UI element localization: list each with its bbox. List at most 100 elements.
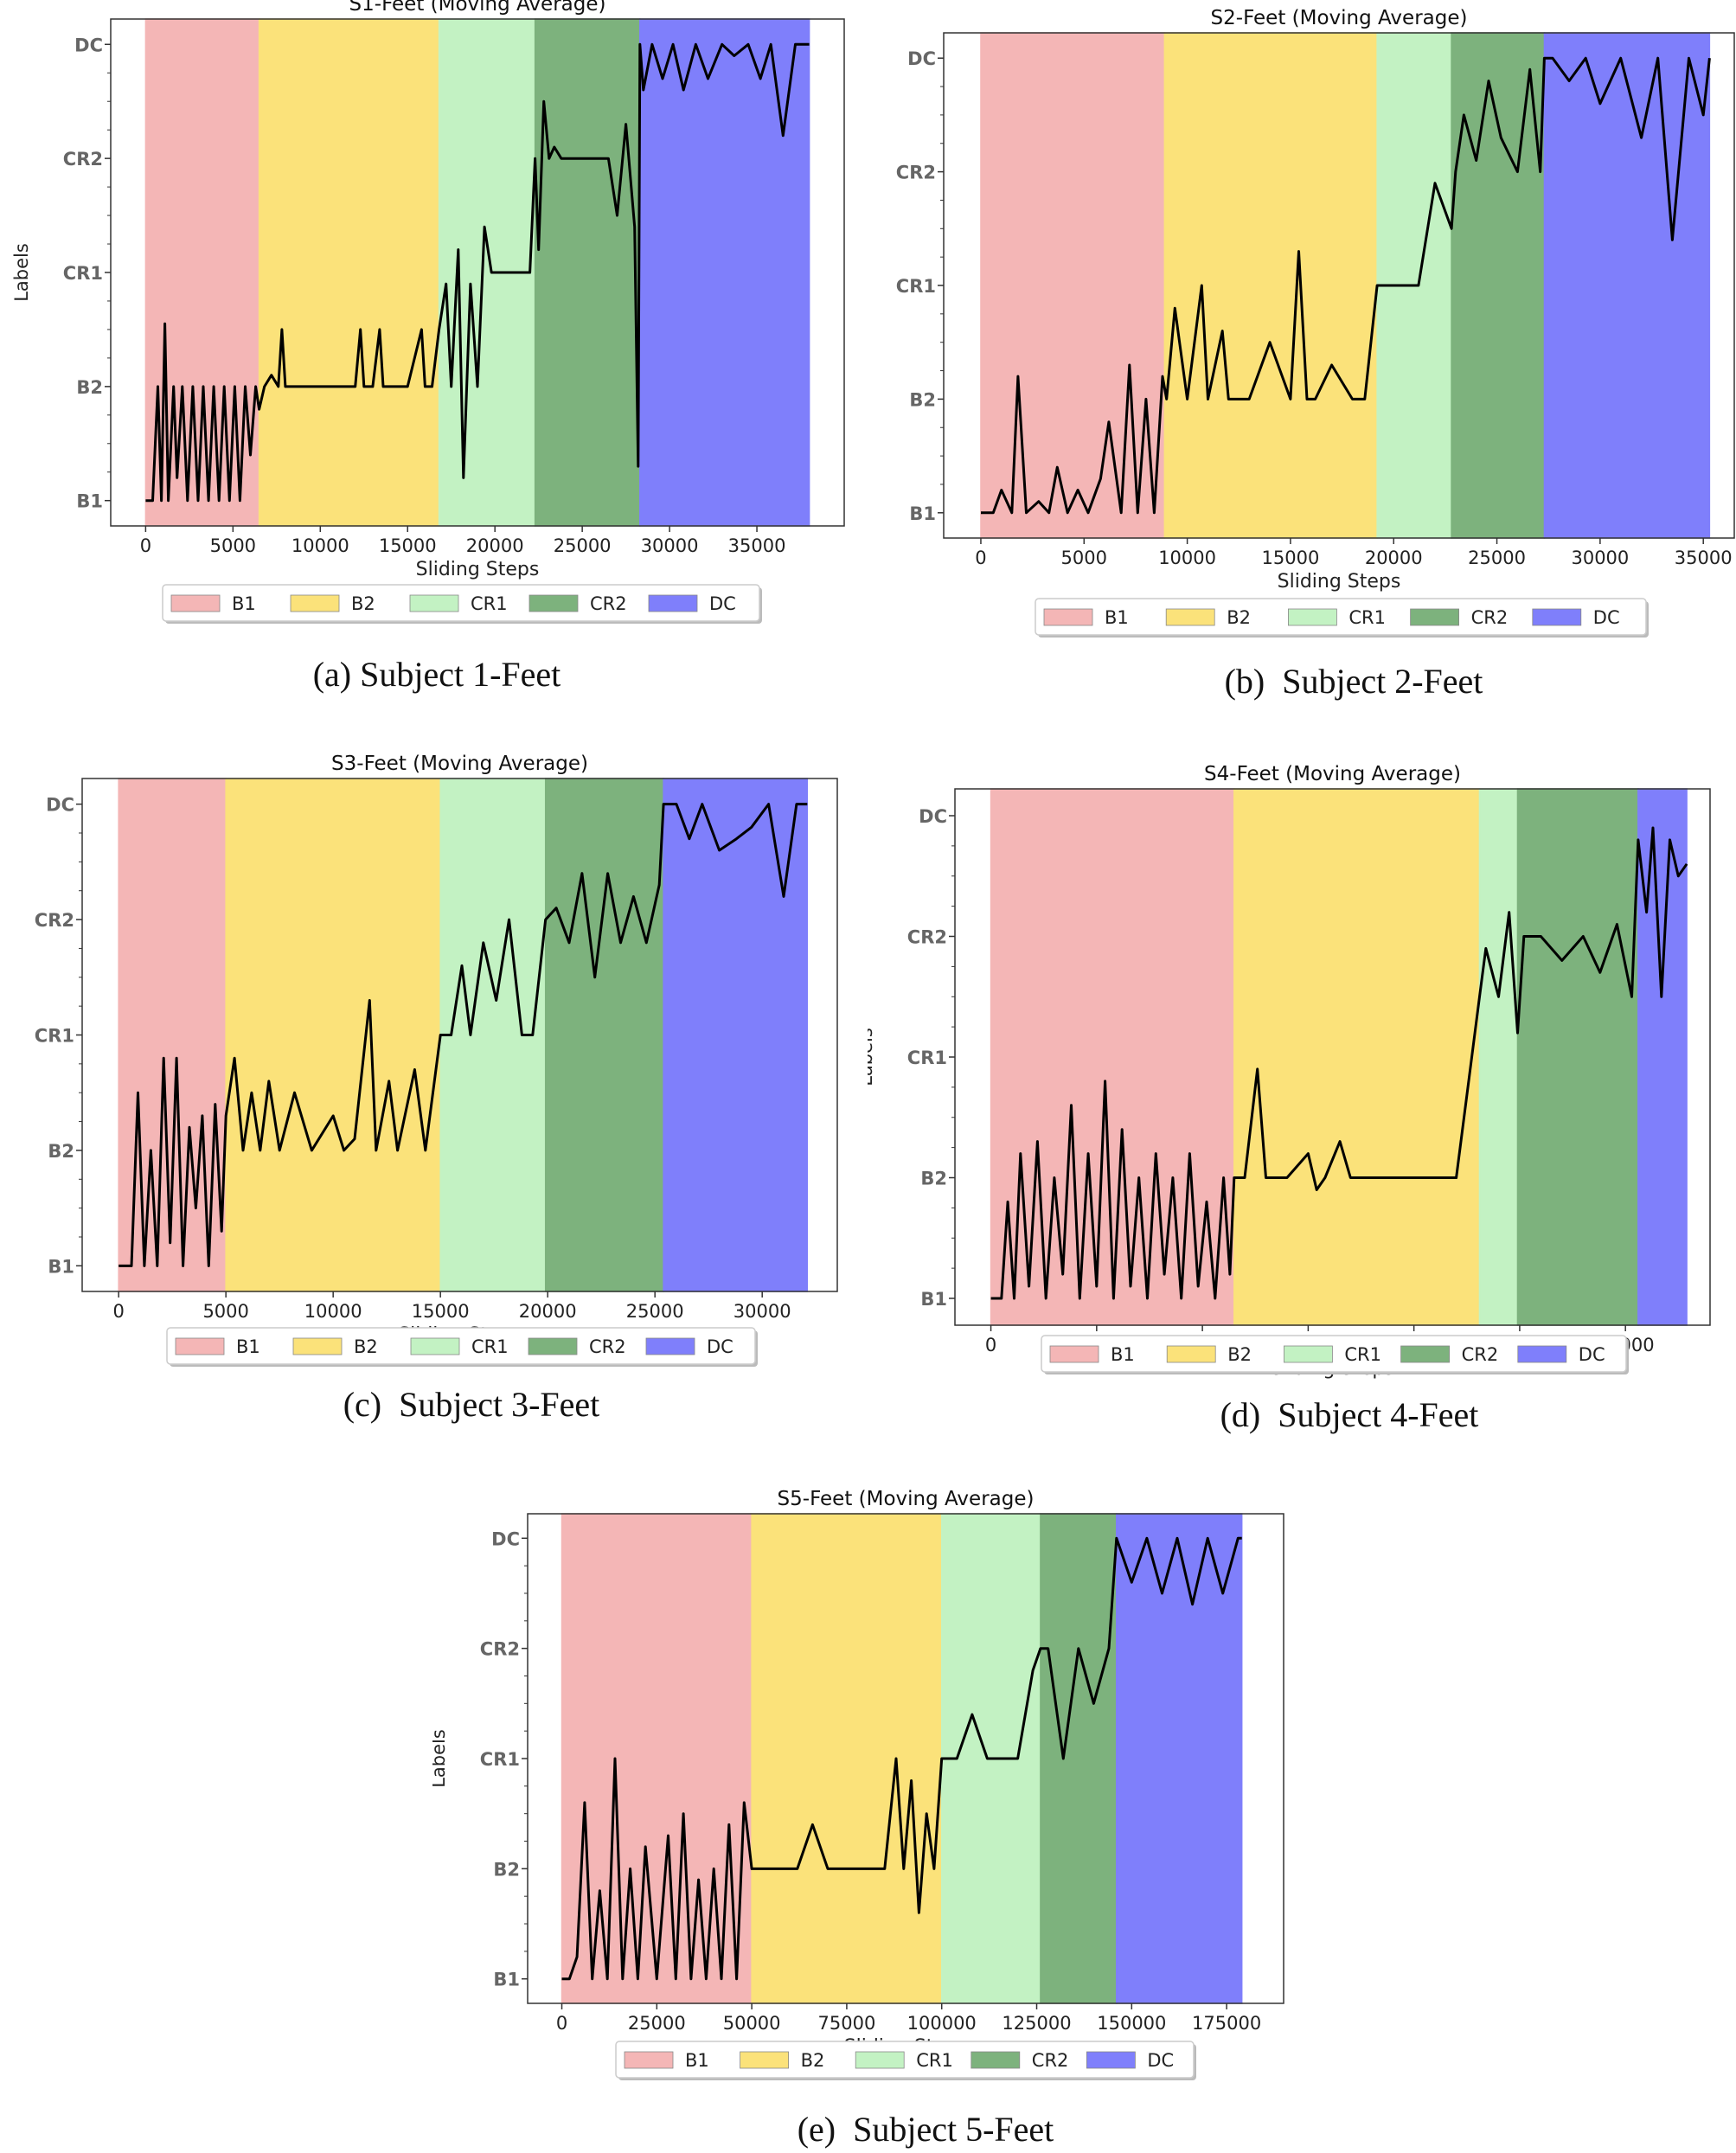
x-tick-label: 50000 <box>723 2013 781 2034</box>
x-tick-label: 30000 <box>733 1301 791 1322</box>
legend-swatch-dc <box>645 1337 695 1355</box>
chart-panel-d: S4-Feet (Moving Average)B1B2CR1CR2DC0500… <box>855 744 1736 1384</box>
caption-c: (c) Subject 3-Feet <box>343 1385 600 1424</box>
legend-label-cr2: CR2 <box>590 593 627 614</box>
region-dc <box>1637 788 1688 1326</box>
legend-swatch-dc <box>1086 2051 1136 2069</box>
y-tick-label: DC <box>74 35 103 55</box>
region-b2 <box>258 18 440 527</box>
legend-label-b1: B1 <box>685 2050 709 2071</box>
legend-label-cr1: CR1 <box>1344 1344 1381 1365</box>
legend-swatch-cr1 <box>855 2051 905 2069</box>
legend-swatch-cr1 <box>409 594 459 612</box>
chart-panel-b: S2-Feet (Moving Average) B1 B2 CR1 CR2 DC 0 500… <box>844 0 1736 640</box>
legend-swatch-b2 <box>740 2051 790 2069</box>
x-tick-label: 15000 <box>379 535 437 556</box>
x-tick-label: 15000 <box>1262 548 1320 568</box>
series-line <box>981 56 1711 515</box>
chart-title: S4-Feet (Moving Average) <box>1204 763 1461 785</box>
legend-swatch-b2 <box>1166 1345 1216 1363</box>
x-tick-label: 10000 <box>304 1301 362 1322</box>
caption-a: (a) Subject 1-Feet <box>312 655 561 694</box>
legend-box <box>1035 598 1647 636</box>
legend-label-cr1: CR1 <box>471 1336 509 1357</box>
chart-panel-c: S3-Feet (Moving Average) B1 B2 CR1 CR2 DC 0 500… <box>0 744 856 1384</box>
region-dc <box>1543 32 1711 539</box>
x-axis-label: Sliding Steps <box>1278 571 1401 593</box>
legend-swatch-dc <box>1532 608 1582 626</box>
y-tick-label: B2 <box>493 1859 520 1880</box>
chart-panel-a: S1-Feet (Moving Average) B1 B2 CR1 CR2 DC 0 500… <box>0 0 856 640</box>
legend-swatch-cr1 <box>1283 1345 1333 1363</box>
region-cr2 <box>1451 32 1546 539</box>
legend-label-b2: B2 <box>1227 1344 1252 1365</box>
region-b1 <box>980 32 1166 539</box>
legend-label-b2: B2 <box>801 2050 825 2071</box>
y-tick-label: B2 <box>48 1141 74 1162</box>
region-b2 <box>225 778 441 1292</box>
legend-label-cr2: CR2 <box>1032 2050 1069 2071</box>
legend-label-cr2: CR2 <box>1462 1344 1499 1365</box>
x-tick-label: 175000 <box>1192 2013 1261 2034</box>
legend-swatch-dc <box>648 594 698 612</box>
y-tick-label: DC <box>46 795 74 816</box>
region-b2 <box>1163 32 1378 539</box>
legend-swatch-cr1 <box>410 1337 460 1355</box>
y-tick-label: B1 <box>920 1289 947 1310</box>
chart-c: S3-Feet (Moving Average) B1 B2 CR1 CR2 DC 0 500… <box>0 753 838 1367</box>
x-tick-label: 25000 <box>1468 548 1526 568</box>
x-tick-label: 5000 <box>202 1301 248 1322</box>
legend-label-b2: B2 <box>351 593 375 614</box>
region-b1 <box>144 18 260 527</box>
y-tick-label: B1 <box>909 503 936 524</box>
chart-title: S1-Feet (Moving Average) <box>349 0 606 16</box>
x-tick-label: 35000 <box>728 535 786 556</box>
region-b2 <box>1233 788 1481 1326</box>
x-tick-label: 0 <box>975 548 986 568</box>
caption-b: (b) Subject 2-Feet <box>1224 662 1483 701</box>
legend-label-b1: B1 <box>1111 1344 1135 1365</box>
x-tick-label: 25000 <box>628 2013 686 2034</box>
series-line <box>145 42 810 503</box>
y-tick-label: B1 <box>493 1970 520 1990</box>
chart-b: S2-Feet (Moving Average) B1 B2 CR1 CR2 DC 0 500… <box>844 7 1735 638</box>
x-tick-label: 20000 <box>1365 548 1423 568</box>
chart-title: S2-Feet (Moving Average) <box>1211 7 1468 29</box>
legend-label-dc: DC <box>707 1336 733 1357</box>
legend-label-cr1: CR1 <box>916 2050 953 2071</box>
x-tick-label: 75000 <box>818 2013 876 2034</box>
chart-title: S5-Feet (Moving Average) <box>778 1488 1035 1510</box>
region-cr2 <box>544 778 664 1292</box>
region-dc <box>663 778 809 1292</box>
x-tick-label: 5000 <box>210 535 256 556</box>
region-b2 <box>751 1513 943 2004</box>
y-tick-label: B2 <box>909 389 936 410</box>
y-tick-label: B1 <box>76 491 103 512</box>
legend-swatch-b2 <box>292 1337 343 1355</box>
legend-label-b1: B1 <box>236 1336 260 1357</box>
legend-label-dc: DC <box>709 593 736 614</box>
y-tick-label: DC <box>919 806 947 827</box>
legend-label-dc: DC <box>1579 1344 1605 1365</box>
y-tick-label: B2 <box>76 377 103 398</box>
legend-label-dc: DC <box>1147 2050 1174 2071</box>
y-tick-label: DC <box>907 48 936 69</box>
legend-label-dc: DC <box>1593 607 1620 628</box>
chart-title: S3-Feet (Moving Average) <box>331 753 588 775</box>
y-tick-label: CR1 <box>63 263 103 284</box>
region-cr2 <box>1040 1513 1118 2004</box>
legend-label-cr2: CR2 <box>1471 607 1509 628</box>
y-tick-label: CR2 <box>896 163 936 183</box>
x-tick-label: 150000 <box>1097 2013 1166 2034</box>
y-axis-label: Labels <box>11 243 32 302</box>
legend-swatch-cr2 <box>1410 608 1459 626</box>
caption-d: (d) Subject 4-Feet <box>1220 1395 1479 1434</box>
x-tick-label: 30000 <box>641 535 699 556</box>
legend-swatch-b1 <box>1043 608 1093 626</box>
legend-swatch-b1 <box>175 1337 225 1355</box>
legend-swatch-cr1 <box>1287 608 1337 626</box>
legend-swatch-cr2 <box>528 1337 578 1355</box>
x-tick-label: 5000 <box>1061 548 1107 568</box>
y-tick-label: CR2 <box>63 149 103 170</box>
legend-box <box>162 584 760 622</box>
